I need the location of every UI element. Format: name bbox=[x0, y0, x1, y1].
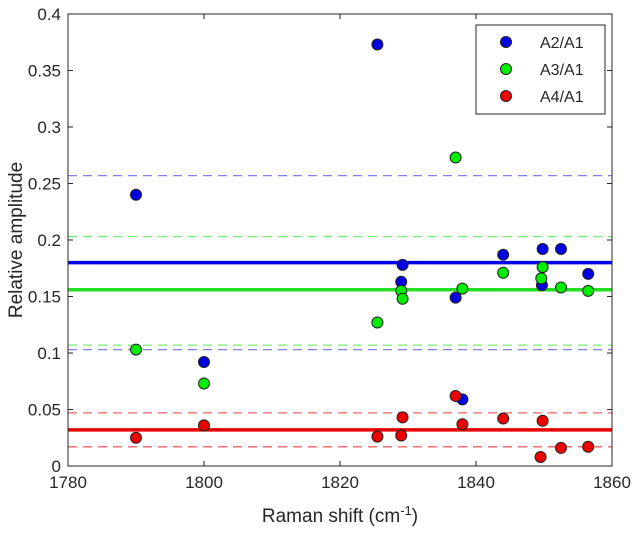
x-axis-label: Raman shift (cm-1) bbox=[262, 503, 418, 527]
data-point bbox=[582, 440, 595, 453]
y-tick-label: 0.3 bbox=[37, 118, 61, 137]
y-tick-label: 0.2 bbox=[37, 231, 61, 250]
x-tick-label: 1840 bbox=[457, 473, 495, 492]
data-point bbox=[130, 343, 142, 356]
data-point bbox=[536, 243, 549, 256]
x-tick-label: 1800 bbox=[185, 473, 223, 492]
y-tick-label: 0.1 bbox=[37, 344, 61, 363]
y-axis-label: Relative amplitude bbox=[6, 162, 27, 318]
data-points bbox=[130, 38, 595, 463]
legend-marker bbox=[500, 90, 512, 102]
data-point bbox=[582, 284, 595, 297]
data-point bbox=[396, 258, 409, 271]
data-point bbox=[130, 431, 142, 444]
x-tick-label: 1820 bbox=[321, 473, 359, 492]
data-point bbox=[497, 266, 510, 279]
legend-label: A3/A1 bbox=[540, 62, 584, 79]
data-point bbox=[396, 292, 409, 305]
data-point bbox=[449, 291, 462, 304]
y-tick-labels: 0 0.05 0.1 0.15 0.2 0.25 0.3 0.35 0.4 bbox=[28, 5, 61, 476]
x-tick-label: 1860 bbox=[593, 473, 631, 492]
data-point bbox=[130, 188, 142, 201]
y-tick-label: 0.35 bbox=[28, 62, 61, 81]
y-tick-label: 0 bbox=[52, 457, 61, 476]
data-point bbox=[497, 248, 510, 261]
x-tick-labels: 1780 1800 1820 1840 1860 bbox=[49, 473, 631, 492]
data-point bbox=[534, 450, 547, 463]
data-point bbox=[198, 356, 210, 369]
legend-marker bbox=[500, 63, 512, 75]
legend-label: A2/A1 bbox=[540, 35, 584, 52]
data-point bbox=[535, 272, 548, 285]
data-point bbox=[497, 412, 510, 425]
data-point bbox=[395, 429, 408, 442]
data-point bbox=[456, 418, 469, 431]
data-point bbox=[456, 282, 469, 295]
reference-lines bbox=[68, 174, 612, 448]
data-point bbox=[582, 267, 595, 280]
y-tick-label: 0.25 bbox=[28, 175, 61, 194]
data-point bbox=[198, 377, 210, 390]
data-point bbox=[555, 281, 567, 294]
legend-label: A4/A1 bbox=[540, 89, 584, 106]
data-point bbox=[555, 441, 567, 454]
y-tick-label: 0.15 bbox=[28, 288, 61, 307]
data-point bbox=[536, 261, 549, 274]
data-point bbox=[371, 316, 384, 329]
y-tick-label: 0.05 bbox=[28, 401, 61, 420]
data-point bbox=[449, 389, 462, 402]
data-point bbox=[555, 243, 567, 256]
legend-marker bbox=[500, 36, 512, 48]
data-point bbox=[396, 411, 409, 424]
data-point bbox=[449, 151, 462, 164]
y-tick-label: 0.4 bbox=[37, 5, 61, 24]
legend: A2/A1 A3/A1 A4/A1 bbox=[475, 24, 606, 115]
data-point bbox=[536, 414, 549, 427]
data-point bbox=[371, 38, 384, 51]
legend-box bbox=[475, 24, 606, 115]
axis-ticks bbox=[67, 13, 613, 467]
data-point bbox=[198, 419, 210, 432]
x-tick-label: 1780 bbox=[49, 473, 87, 492]
data-point bbox=[371, 430, 384, 443]
